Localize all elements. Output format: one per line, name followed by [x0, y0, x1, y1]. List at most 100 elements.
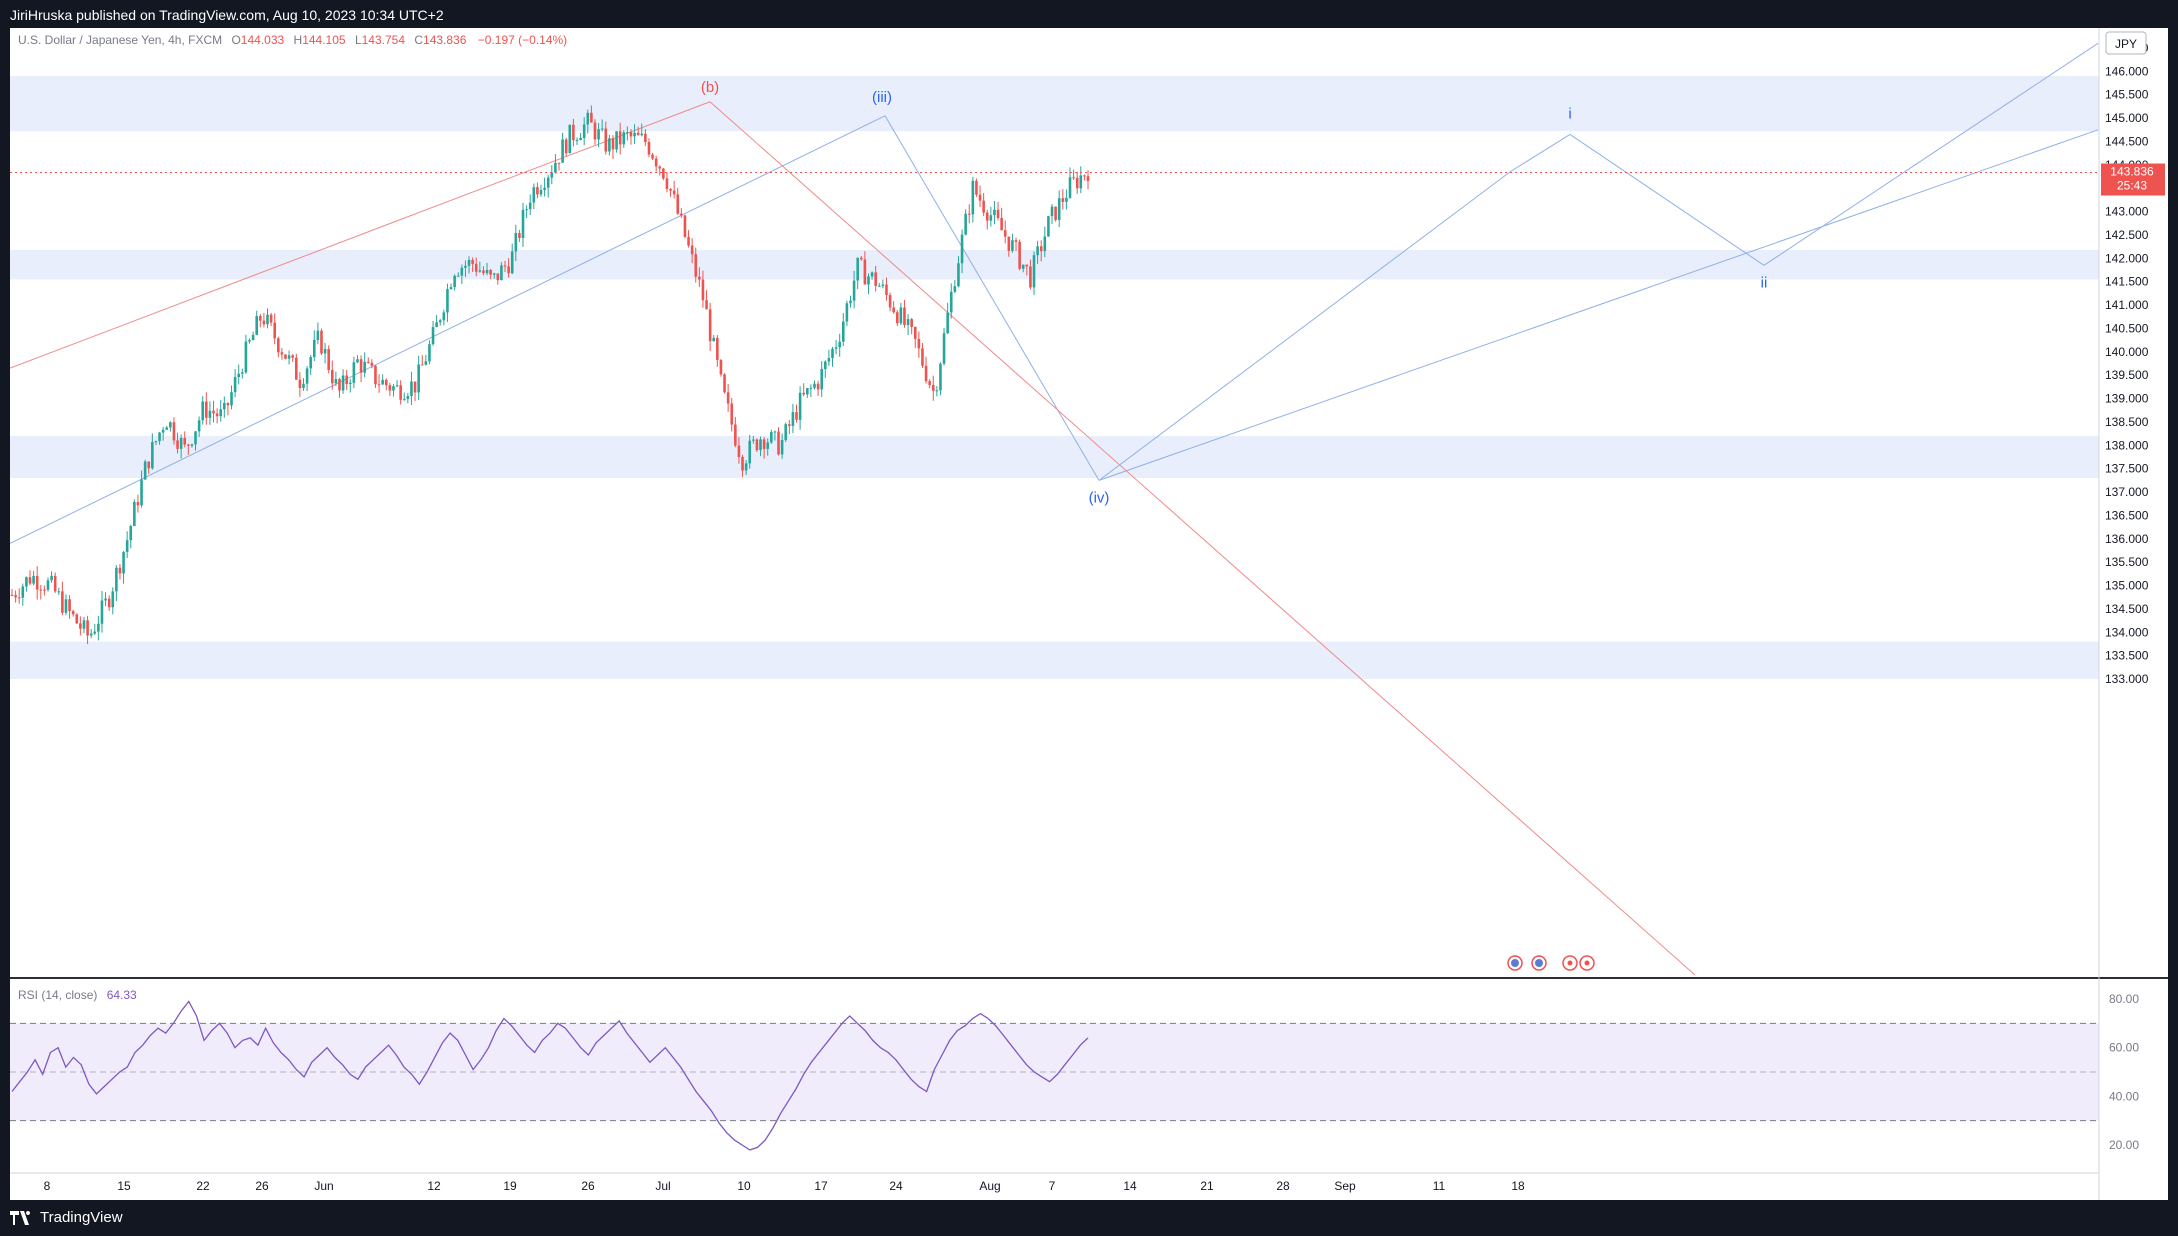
publisher-text: JiriHruska published on TradingView.com,… — [10, 7, 444, 23]
candle-body — [352, 362, 356, 383]
candle-body — [1036, 246, 1039, 256]
candle-body — [849, 300, 852, 304]
candle-body — [140, 479, 143, 506]
candle-body — [17, 597, 21, 599]
main-pane[interactable] — [10, 28, 2099, 976]
candle-body — [50, 575, 53, 581]
candle-body — [928, 381, 931, 386]
candle-body — [982, 200, 985, 213]
candle-body — [294, 357, 298, 380]
candle-body — [244, 341, 248, 373]
candle-body — [953, 286, 957, 292]
candle-body — [809, 387, 813, 389]
candle-body — [935, 390, 939, 392]
price-axis[interactable]: 146.500146.000145.500145.000144.500144.0… — [2105, 41, 2149, 686]
candle-body — [39, 589, 43, 591]
price-tick-label: 140.000 — [2105, 345, 2149, 359]
rsi-axis[interactable]: 80.00 60.00 40.00 20.00 — [2109, 992, 2139, 1152]
symbol-legend[interactable]: U.S. Dollar / Japanese Yen, 4h, FXCM O14… — [18, 33, 567, 47]
candle-body — [154, 441, 158, 443]
candle-body — [683, 215, 687, 237]
price-tick-label: 140.500 — [2105, 321, 2149, 335]
candle-body — [633, 132, 636, 137]
wave-to-i — [1509, 134, 1571, 173]
candle-body — [61, 591, 64, 613]
rsi-tick-label: 20.00 — [2109, 1138, 2139, 1152]
time-tick-label: 26 — [255, 1179, 269, 1193]
candle-body — [194, 431, 197, 445]
price-tick-label: 134.500 — [2105, 602, 2149, 616]
candle-body — [557, 162, 561, 164]
candle-body — [615, 131, 618, 150]
candle-body — [730, 403, 734, 425]
candle-body — [590, 112, 593, 123]
candle-body — [399, 385, 402, 400]
candle-body — [471, 259, 474, 264]
candle-body — [305, 368, 309, 384]
candle-body — [921, 348, 924, 366]
jp-flag-icon-inner — [1567, 960, 1573, 966]
time-tick-label: Jun — [314, 1179, 333, 1193]
candle-body — [453, 275, 456, 288]
candle-body — [402, 398, 406, 400]
candle-body — [259, 316, 262, 321]
tradingview-logo[interactable]: TradingView — [10, 1209, 123, 1226]
candle-body — [334, 379, 338, 384]
candle-body — [759, 439, 762, 451]
candle-body — [939, 363, 942, 391]
bar-countdown: 25:43 — [2117, 179, 2147, 193]
candle-body — [978, 194, 982, 201]
candle-body — [115, 567, 118, 592]
candle-body — [316, 330, 320, 341]
elliott-wave-drawings[interactable] — [9, 42, 2099, 976]
time-tick-label: 12 — [427, 1179, 441, 1193]
price-tick-label: 135.500 — [2105, 555, 2149, 569]
candle-body — [748, 440, 752, 464]
candle-body — [489, 269, 492, 275]
time-tick-label: 18 — [1511, 1179, 1525, 1193]
candle-body — [205, 401, 208, 418]
candle-body — [1039, 246, 1043, 252]
candle-body — [280, 352, 284, 355]
candle-body — [233, 377, 237, 393]
candle-body — [820, 369, 823, 390]
candle-body — [777, 431, 780, 455]
currency-button[interactable] — [2105, 31, 2147, 55]
candle-body — [647, 142, 651, 155]
candle-body — [79, 623, 82, 629]
chart-frame[interactable]: (b) (iii) (iv) i ii U.S. Dollar / Japane… — [9, 28, 2168, 1200]
economic-events[interactable] — [1507, 955, 1595, 971]
chart-canvas[interactable]: (b) (iii) (iv) i ii U.S. Dollar / Japane… — [9, 28, 2168, 1200]
time-tick-label: Sep — [1334, 1179, 1356, 1193]
candle-body — [82, 620, 86, 629]
candle-body — [1043, 236, 1047, 252]
candle-body — [1011, 240, 1014, 251]
price-tick-label: 136.500 — [2105, 508, 2149, 522]
candle-body — [867, 276, 870, 285]
candle-body — [795, 412, 798, 420]
candle-body — [111, 591, 115, 608]
candle-body — [658, 166, 662, 169]
candle-body — [255, 316, 259, 335]
candle-body — [25, 577, 28, 587]
price-tick-label: 137.500 — [2105, 462, 2149, 476]
candle-body — [788, 424, 791, 426]
rsi-legend[interactable]: RSI (14, close) 64.33 — [18, 988, 137, 1002]
candle-body — [712, 337, 716, 342]
candle-body — [1029, 266, 1032, 288]
time-tick-label: 21 — [1200, 1179, 1214, 1193]
candle-body — [975, 180, 978, 195]
time-axis[interactable]: 8 15 22 26 Jun 12 19 26 Jul 10 17 24 Aug 7 14 21 28 Sep 11… — [44, 1179, 1525, 1193]
candle-body — [496, 273, 500, 281]
candle-body — [672, 190, 676, 195]
candle-body — [478, 270, 482, 272]
wave-label-i: i — [1568, 105, 1571, 122]
candle-body — [71, 611, 75, 615]
currency-label[interactable]: JPY — [2115, 37, 2137, 51]
candle-body — [838, 341, 841, 348]
last-price-badge: 143.836 25:43 — [2101, 163, 2165, 196]
wave-label-iii: (iii) — [872, 89, 892, 106]
candle-body — [122, 551, 125, 574]
candle-body — [46, 580, 50, 590]
price-tick-label: 142.500 — [2105, 228, 2149, 242]
